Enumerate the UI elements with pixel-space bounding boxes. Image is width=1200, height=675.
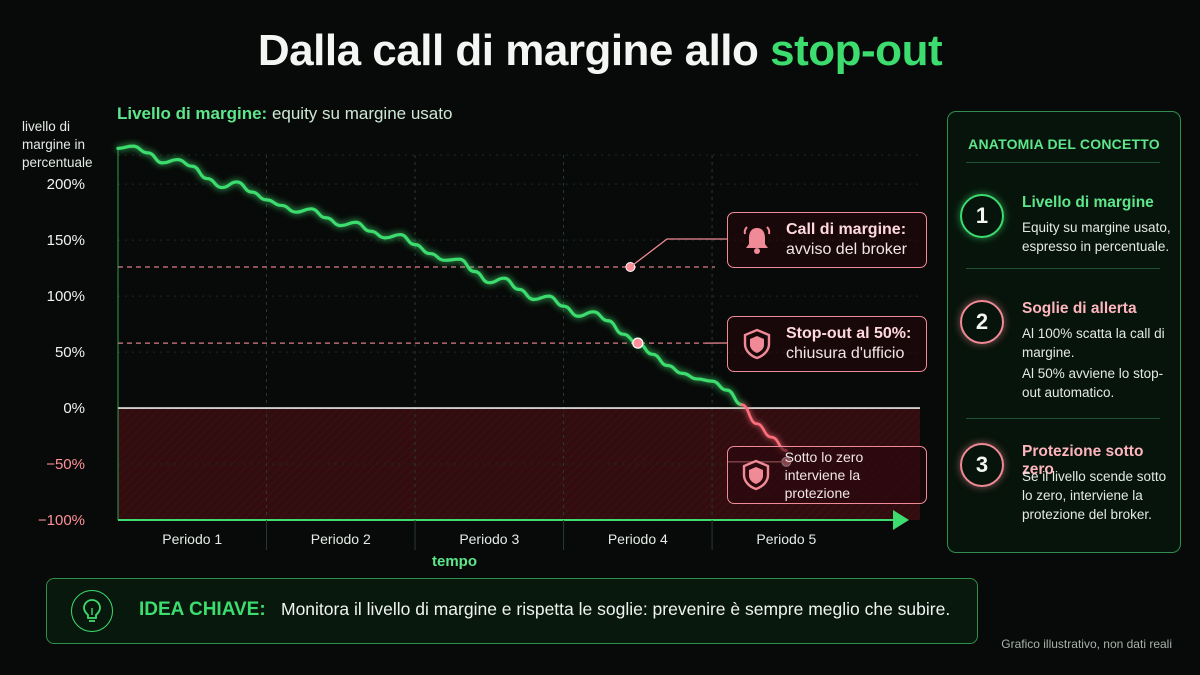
- x-tick-label: Periodo 5: [756, 531, 816, 547]
- panel-divider: [966, 162, 1160, 163]
- panel-divider: [966, 418, 1160, 419]
- title-main: Dalla call di margine allo: [257, 26, 759, 75]
- margin-level-line-negative: [740, 403, 788, 452]
- shield-icon: [728, 328, 786, 360]
- margin-call-title: Call di margine:: [786, 221, 907, 238]
- x-axis-label: tempo: [432, 553, 477, 570]
- step-number: 1: [960, 194, 1004, 238]
- stop-out-callout: Stop-out al 50%: chiusura d'ufficio: [727, 316, 927, 372]
- step-number: 3: [960, 443, 1004, 487]
- step-heading: Protezione sotto zero: [1022, 443, 1144, 478]
- y-tick-label: 200%: [47, 176, 85, 193]
- y-tick-label: 100%: [47, 288, 85, 305]
- stop-out-text: chiusura d'ufficio: [786, 345, 905, 362]
- panel-divider: [966, 268, 1160, 269]
- y-axis-label: livello di margine in percentuale: [22, 119, 93, 170]
- y-tick-label: −100%: [38, 512, 85, 529]
- chart-subtitle: Livello di margine: equity su margine us…: [117, 104, 452, 124]
- page-title: Dalla call di margine allo stop-out: [0, 26, 1200, 76]
- y-tick-label: 150%: [47, 232, 85, 249]
- x-tick-label: Periodo 3: [459, 531, 519, 547]
- chart-subtitle-rest: equity su margine usato: [271, 104, 453, 123]
- step-body: Se il livello scende sotto lo zero, inte…: [1022, 469, 1167, 522]
- protection-line2: interviene la protezione: [784, 467, 861, 501]
- footnote: Grafico illustrativo, non dati reali: [1001, 637, 1172, 651]
- key-idea-label: IDEA CHIAVE:: [139, 599, 266, 620]
- step-heading: Livello di margine: [1022, 194, 1154, 211]
- x-tick-label: Periodo 4: [608, 531, 668, 547]
- shield-icon: [728, 459, 785, 491]
- x-tick-label: Periodo 2: [311, 531, 371, 547]
- bell-icon: [728, 224, 786, 256]
- step-body: Equity su margine usato, espresso in per…: [1022, 220, 1171, 254]
- protection-line1: Sotto lo zero: [784, 449, 864, 465]
- stop-out-title: Stop-out al 50%:: [786, 325, 912, 342]
- concept-panel: ANATOMIA DEL CONCETTO 1 Livello di margi…: [947, 111, 1181, 553]
- margin-call-callout: Call di margine: avviso del broker: [727, 212, 927, 268]
- y-tick-label: −50%: [46, 456, 85, 473]
- margin-level-line: [116, 144, 744, 407]
- panel-title: ANATOMIA DEL CONCETTO: [968, 136, 1160, 152]
- lightbulb-icon: [71, 590, 113, 632]
- y-tick-label: 0%: [63, 400, 85, 417]
- step-heading: Soglie di allerta: [1022, 300, 1137, 317]
- protection-callout: Sotto lo zero interviene la protezione: [727, 446, 927, 504]
- x-tick-label: Periodo 1: [162, 531, 222, 547]
- title-highlight: stop-out: [770, 26, 943, 75]
- y-tick-label: 50%: [55, 344, 85, 361]
- chart-subtitle-lead: Livello di margine:: [117, 104, 268, 123]
- margin-call-connector: [629, 238, 727, 268]
- step-body: Al 100% scatta la call di margine. Al 50…: [1022, 326, 1165, 400]
- key-idea-text: Monitora il livello di margine e rispett…: [281, 599, 951, 619]
- margin-call-text: avviso del broker: [786, 241, 907, 258]
- key-idea-box: IDEA CHIAVE: Monitora il livello di marg…: [46, 578, 978, 644]
- step-number: 2: [960, 300, 1004, 344]
- stop-out-marker: [632, 337, 644, 349]
